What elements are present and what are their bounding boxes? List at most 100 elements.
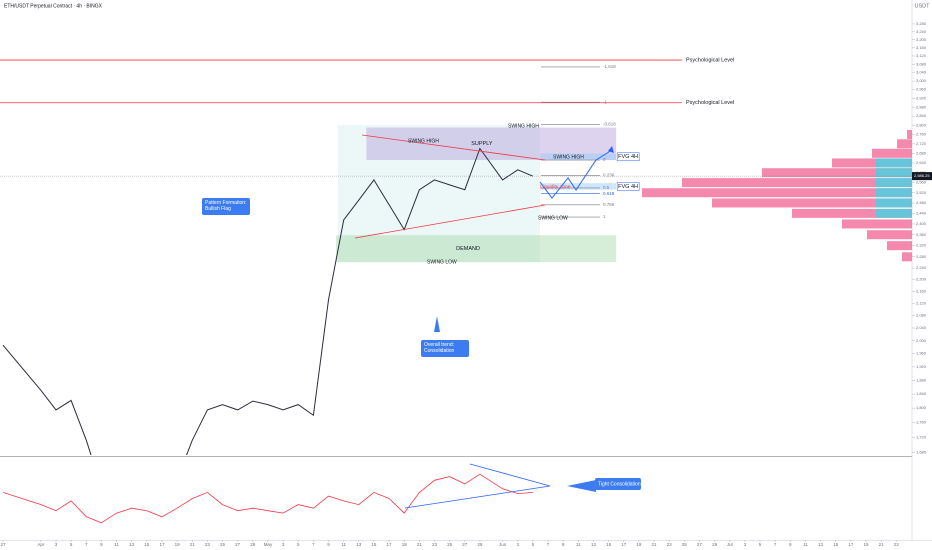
volume-bar (712, 198, 912, 208)
volume-bar (642, 188, 912, 198)
x-tick-label: 27 (0, 542, 6, 547)
volume-bar (832, 158, 912, 168)
zone-label: DEMAND (456, 246, 480, 252)
zone-label: FVG 4H (618, 184, 638, 190)
x-tick-label: 23 (667, 542, 673, 547)
volume-bar (907, 129, 912, 139)
x-tick-label: 17 (621, 542, 627, 547)
indicator-line (2, 473, 533, 524)
x-tick-label: 9 (562, 542, 565, 547)
chart-title: ETH/USDT Perpetual Contract · 4h · BINGX (4, 3, 103, 9)
x-tick-label: 3 (55, 542, 58, 547)
y-tick-label: 2,080 (916, 313, 927, 318)
y-tick-label: 1,960 (916, 351, 927, 356)
y-tick-label: 3,000 (916, 78, 927, 83)
value-area-bar (876, 158, 912, 168)
callout-pointer (567, 480, 596, 492)
x-tick-label: 13 (129, 542, 135, 547)
annotation: SWING LOW (427, 259, 457, 265)
x-tick-label: 25 (220, 542, 226, 547)
annotation: Liquidity zone (540, 184, 571, 190)
x-tick-label: 5 (297, 542, 300, 547)
y-tick-label: 3,080 (916, 61, 927, 66)
annotation-box (421, 340, 469, 357)
y-tick-label: 2,480 (916, 200, 927, 205)
x-tick-label: 13 (356, 542, 362, 547)
last-price-tag (912, 172, 932, 181)
y-tick-label: 2,000 (916, 338, 927, 343)
y-tick-label: 2,040 (916, 325, 927, 330)
fib-label: 0 (603, 157, 606, 162)
x-tick-label: 5 (759, 542, 762, 547)
consolidation-box (338, 125, 540, 262)
value-area-bar (876, 198, 912, 208)
x-tick-label: 15 (833, 542, 839, 547)
annotation: Pattern Formation: Bullish Flag (205, 200, 246, 212)
volume-bar (792, 208, 912, 218)
volume-bar (762, 168, 912, 178)
x-tick-label: 21 (879, 542, 885, 547)
x-tick-label: 27 (235, 542, 241, 547)
y-tick-label: 1,720 (916, 434, 927, 439)
x-tick-label: 13 (818, 542, 824, 547)
price-axis-bg (912, 0, 932, 550)
fib-label: 0.786 (603, 202, 615, 207)
x-tick-label: 27 (462, 542, 468, 547)
y-tick-label: 1,920 (916, 364, 927, 369)
volume-bar (872, 148, 912, 158)
volume-bar (897, 139, 912, 149)
y-tick-label: 3,120 (916, 53, 927, 58)
callout-pointer (434, 316, 440, 332)
x-tick-label: 17 (387, 542, 393, 547)
x-tick-label: 27 (697, 542, 703, 547)
x-tick-label: Apr (37, 542, 45, 547)
zone-label: SUPPLY (471, 141, 493, 147)
y-tick-label: 1,880 (916, 377, 927, 382)
x-tick-label: 17 (159, 542, 165, 547)
x-tick-label: 19 (175, 542, 181, 547)
annotation: Overall trend: Consolidation (424, 342, 455, 354)
fib-label: -0.618 (603, 122, 616, 127)
annotation-box (595, 478, 641, 490)
price-line (2, 147, 534, 455)
y-tick-label: 1,760 (916, 420, 927, 425)
y-tick-label: 2,880 (916, 104, 927, 109)
y-tick-label: 2,280 (916, 254, 927, 259)
zone (336, 235, 617, 263)
x-tick-label: 25 (447, 542, 453, 547)
y-tick-label: 2,920 (916, 95, 927, 100)
x-tick-label: 5 (70, 542, 73, 547)
x-tick-label: 21 (190, 542, 196, 547)
fib-label: 1 (603, 214, 606, 219)
y-tick-label: 2,360 (916, 232, 927, 237)
projection-arrow (608, 146, 614, 153)
x-tick-label: Jul (727, 542, 733, 547)
y-tick-label: 3,240 (916, 29, 927, 34)
y-tick-label: 2,400 (916, 221, 927, 226)
x-tick-label: 13 (591, 542, 597, 547)
annotation: Tight Consolidation (598, 481, 641, 487)
y-tick-label: 3,160 (916, 45, 927, 50)
x-tick-label: 29 (477, 542, 483, 547)
x-tick-label: 9 (327, 542, 330, 547)
zone (540, 153, 617, 161)
volume-bar (682, 178, 912, 188)
zone-tag (616, 182, 640, 191)
zone-label: FVG 4H (618, 154, 638, 160)
level-label: Psychological Level (686, 100, 734, 106)
x-tick-label: 29 (250, 542, 256, 547)
level-label: Psychological Level (686, 58, 734, 64)
x-tick-label: 21 (652, 542, 658, 547)
volume-bar (887, 241, 912, 251)
value-area-bar (876, 188, 912, 198)
x-tick-label: 7 (85, 542, 88, 547)
x-tick-label: 15 (144, 542, 150, 547)
flag-lower (354, 204, 546, 239)
y-tick-label: 2,200 (916, 277, 927, 282)
y-tick-label: 1,800 (916, 405, 927, 410)
y-tick-label: 2,160 (916, 288, 927, 293)
y-tick-label: 2,800 (916, 122, 927, 127)
y-tick-label: 2,960 (916, 87, 927, 92)
fib-label: 0.618 (603, 191, 615, 196)
